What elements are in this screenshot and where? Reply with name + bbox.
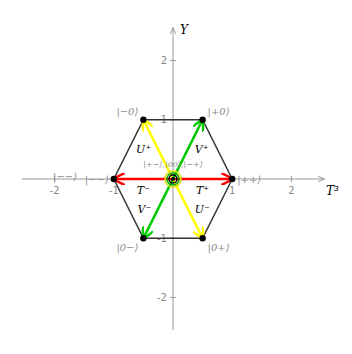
arrow-label: T⁻ xyxy=(137,184,150,197)
vertex-label: |+0⟩ xyxy=(208,106,230,118)
origin-ring xyxy=(167,173,179,185)
arrow xyxy=(114,178,173,181)
vertex xyxy=(229,176,235,182)
vertex-label: |−0⟩ xyxy=(116,106,138,118)
arrow-label: T⁺ xyxy=(196,184,209,197)
x-tick-label: 2 xyxy=(288,185,294,196)
chart: -2-112-2-112T³Y|++⟩|+0⟩|−0⟩|−−⟩|0−⟩|0+⟩|… xyxy=(0,0,352,354)
y-tick xyxy=(170,60,176,61)
annotation: |−−⟩ xyxy=(53,171,77,183)
arrow xyxy=(173,178,232,181)
vertex xyxy=(111,176,117,182)
vertex xyxy=(140,235,146,241)
arrow-label: U⁻ xyxy=(195,203,210,216)
origin-ring xyxy=(169,175,177,183)
origin-marker xyxy=(165,171,181,187)
plot-area xyxy=(111,117,236,242)
vertex-label: |0−⟩ xyxy=(116,242,138,254)
vertex xyxy=(199,117,205,123)
vertex-label: |0+⟩ xyxy=(208,242,230,254)
x-tick-label: 1 xyxy=(229,185,235,196)
vertex xyxy=(199,235,205,241)
vertex-label: |−−⟩ xyxy=(85,174,109,186)
arrows xyxy=(114,120,232,238)
y-tick xyxy=(170,297,176,298)
arrow-label: V⁺ xyxy=(195,143,209,156)
arrow-label: U⁺ xyxy=(136,143,151,156)
y-axis-label: Y xyxy=(180,23,189,37)
y-tick-label: -2 xyxy=(157,292,167,303)
x-axis-label: T³ xyxy=(326,184,339,198)
y-tick-label: 2 xyxy=(161,55,167,66)
center-label: |+−⟩,|00⟩,|−+⟩ xyxy=(143,160,203,169)
origin-dot xyxy=(171,177,175,181)
origin-ring xyxy=(165,171,181,187)
vertex xyxy=(140,117,146,123)
x-tick xyxy=(291,176,292,182)
vertex-label: |++⟩ xyxy=(237,174,261,186)
hexagon xyxy=(114,120,232,238)
arrow-label: V⁻ xyxy=(137,203,151,216)
x-tick-label: -2 xyxy=(50,185,60,196)
